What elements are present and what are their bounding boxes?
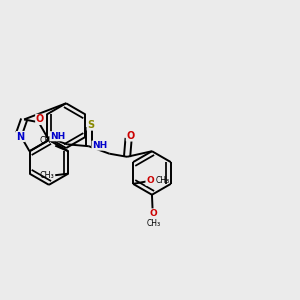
Text: O: O — [149, 209, 157, 218]
Text: O: O — [126, 131, 135, 141]
Text: NH: NH — [92, 141, 107, 150]
Text: NH: NH — [50, 132, 65, 141]
Text: N: N — [16, 131, 25, 142]
Text: CH₃: CH₃ — [155, 176, 169, 185]
Text: CH₃: CH₃ — [39, 171, 54, 180]
Text: CH₃: CH₃ — [146, 219, 160, 228]
Text: S: S — [87, 120, 94, 130]
Text: O: O — [146, 176, 154, 185]
Text: CH₃: CH₃ — [39, 136, 54, 145]
Text: O: O — [36, 114, 44, 124]
